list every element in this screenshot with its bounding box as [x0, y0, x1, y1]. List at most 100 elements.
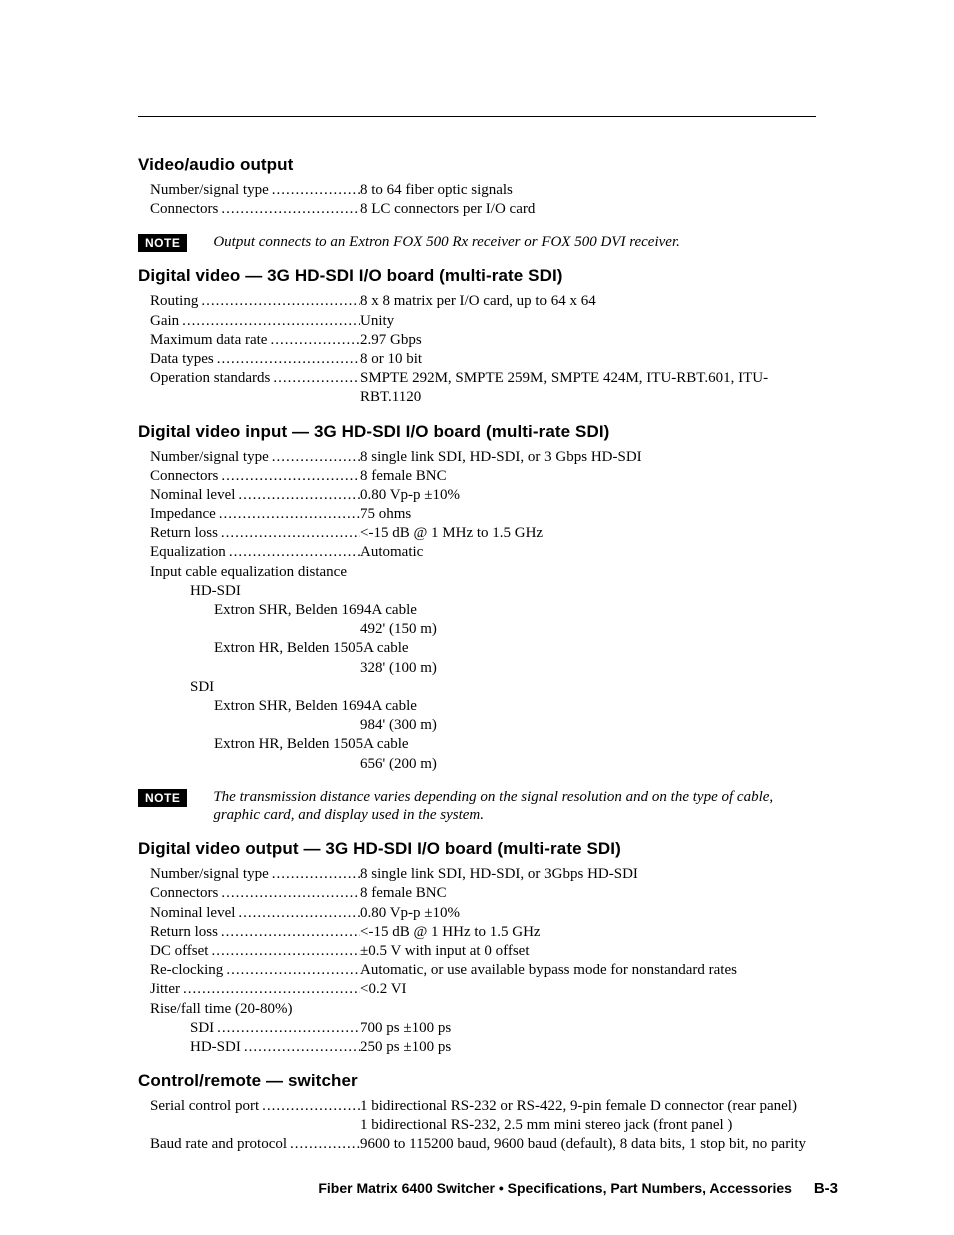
spec-label: Nominal level — [150, 486, 235, 505]
eq-cable: Extron SHR, Belden 1694A cable — [150, 697, 816, 716]
spec-value: 75 ohms — [360, 505, 816, 524]
spec-value: SMPTE 292M, SMPTE 259M, SMPTE 424M, ITU-… — [360, 369, 816, 407]
eq-heading: Input cable equalization distance — [150, 563, 816, 582]
leader-dots: ...................... — [269, 865, 360, 884]
spec-label: Number/signal type — [150, 448, 269, 467]
spec-value: ±0.5 V with input at 0 offset — [360, 942, 816, 961]
eq-sdi-label: SDI — [150, 678, 816, 697]
spec-label: Routing — [150, 292, 198, 311]
leader-dots: ...................................... — [218, 884, 360, 903]
specs-control-remote: Serial control port.....................… — [150, 1097, 816, 1155]
note: NOTE Output connects to an Extron FOX 50… — [138, 233, 816, 252]
spec-value: 8 to 64 fiber optic signals — [360, 181, 816, 200]
spec-label: SDI — [150, 1019, 214, 1038]
spec-row: Gain....................................… — [150, 312, 816, 331]
eq-distance: 656' (200 m) — [150, 755, 816, 774]
spec-label: Number/signal type — [150, 181, 269, 200]
leader-dots: ........................................ — [218, 923, 360, 942]
spec-value: 8 LC connectors per I/O card — [360, 200, 816, 219]
rise-fall-heading: Rise/fall time (20-80%) — [150, 1000, 816, 1019]
spec-row: DC offset...............................… — [150, 942, 816, 961]
leader-dots: ........................... — [259, 1097, 360, 1116]
spec-value: <-15 dB @ 1 MHz to 1.5 GHz — [360, 524, 816, 543]
spec-label: Serial control port — [150, 1097, 259, 1116]
footer-text: Fiber Matrix 6400 Switcher • Specificati… — [318, 1180, 792, 1196]
eq-cable: Extron HR, Belden 1505A cable — [150, 735, 816, 754]
spec-value: 250 ps ±100 ps — [360, 1038, 816, 1057]
spec-value: Automatic — [360, 543, 816, 562]
spec-row: Serial control port.....................… — [150, 1097, 816, 1116]
spec-value: <0.2 VI — [360, 980, 816, 999]
spec-value: 0.80 Vp-p ±10% — [360, 904, 816, 923]
leader-dots: ........................................… — [208, 942, 360, 961]
top-rule — [138, 116, 816, 117]
spec-value: 9600 to 115200 baud, 9600 baud (default)… — [360, 1135, 816, 1154]
spec-row: Return loss.............................… — [150, 524, 816, 543]
spec-label: Return loss — [150, 923, 218, 942]
spec-row: Nominal level...........................… — [150, 904, 816, 923]
note-badge: NOTE — [138, 789, 187, 807]
spec-value: 8 single link SDI, HD-SDI, or 3 Gbps HD-… — [360, 448, 816, 467]
spec-row: HD-SDI.................................2… — [150, 1038, 816, 1057]
eq-hd-sdi-label: HD-SDI — [150, 582, 816, 601]
spec-label: Gain — [150, 312, 179, 331]
spec-value: 8 or 10 bit — [360, 350, 816, 369]
leader-dots: ...................... — [270, 369, 360, 388]
spec-value: 0.80 Vp-p ±10% — [360, 486, 816, 505]
leader-dots: ................. — [287, 1135, 360, 1154]
spec-row: Number/signal type......................… — [150, 865, 816, 884]
spec-value: 8 single link SDI, HD-SDI, or 3Gbps HD-S… — [360, 865, 816, 884]
footer-page-number: B-3 — [814, 1180, 838, 1197]
spec-row: Data types..............................… — [150, 350, 816, 369]
spec-label: Baud rate and protocol — [150, 1135, 287, 1154]
spec-row: Jitter..................................… — [150, 980, 816, 999]
page-footer: Fiber Matrix 6400 Switcher • Specificati… — [138, 1180, 838, 1197]
spec-row: Impedance...............................… — [150, 505, 816, 524]
spec-label: Maximum data rate — [150, 331, 267, 350]
spec-row: Re-clocking.............................… — [150, 961, 816, 980]
spec-row: 1 bidirectional RS-232, 2.5 mm mini ster… — [150, 1116, 816, 1135]
eq-cable: Extron HR, Belden 1505A cable — [150, 639, 816, 658]
specs-digital-video-output: Number/signal type......................… — [150, 865, 816, 1057]
leader-dots: ...................................... — [218, 467, 360, 486]
spec-row: Nominal level...........................… — [150, 486, 816, 505]
spec-label: Connectors — [150, 467, 218, 486]
leader-dots: ........................................… — [179, 312, 360, 331]
spec-label: Connectors — [150, 200, 218, 219]
leader-dots: ........................................… — [214, 1019, 360, 1038]
spec-row: SDI.....................................… — [150, 1019, 816, 1038]
spec-label: Data types — [150, 350, 214, 369]
spec-value: 8 x 8 matrix per I/O card, up to 64 x 64 — [360, 292, 816, 311]
eq-cable: Extron SHR, Belden 1694A cable — [150, 601, 816, 620]
spec-label: Operation standards — [150, 369, 270, 388]
specs-digital-video-3g: Routing.................................… — [150, 292, 816, 407]
spec-label: HD-SDI — [150, 1038, 241, 1057]
leader-dots: ....................................... — [216, 505, 360, 524]
leader-dots: ................................. — [235, 486, 360, 505]
page: Video/audio output Number/signal type...… — [0, 0, 954, 1235]
spec-label: Nominal level — [150, 904, 235, 923]
leader-dots: ................................. — [241, 1038, 360, 1057]
spec-row: Connectors..............................… — [150, 200, 816, 219]
spec-value: 8 female BNC — [360, 467, 816, 486]
spec-row: Routing.................................… — [150, 292, 816, 311]
spec-value: <-15 dB @ 1 HHz to 1.5 GHz — [360, 923, 816, 942]
spec-label: Connectors — [150, 884, 218, 903]
spec-label: Equalization — [150, 543, 226, 562]
spec-row: Equalization............................… — [150, 543, 816, 562]
spec-value: 1 bidirectional RS-232 or RS-422, 9-pin … — [360, 1097, 816, 1116]
spec-label: DC offset — [150, 942, 208, 961]
note: NOTE The transmission distance varies de… — [138, 788, 816, 826]
leader-dots: ........................................ — [218, 524, 360, 543]
eq-distance: 328' (100 m) — [150, 659, 816, 678]
specs-video-audio-output: Number/signal type......................… — [150, 181, 816, 219]
eq-distance: 984' (300 m) — [150, 716, 816, 735]
spec-label: Jitter — [150, 980, 180, 999]
spec-value: 1 bidirectional RS-232, 2.5 mm mini ster… — [150, 1116, 816, 1135]
spec-row: Number/signal type......................… — [150, 181, 816, 200]
leader-dots: ........................................… — [214, 350, 360, 369]
leader-dots: ........................................… — [180, 980, 360, 999]
note-badge: NOTE — [138, 234, 187, 252]
spec-row: Maximum data rate.......................… — [150, 331, 816, 350]
spec-label: Re-clocking — [150, 961, 223, 980]
